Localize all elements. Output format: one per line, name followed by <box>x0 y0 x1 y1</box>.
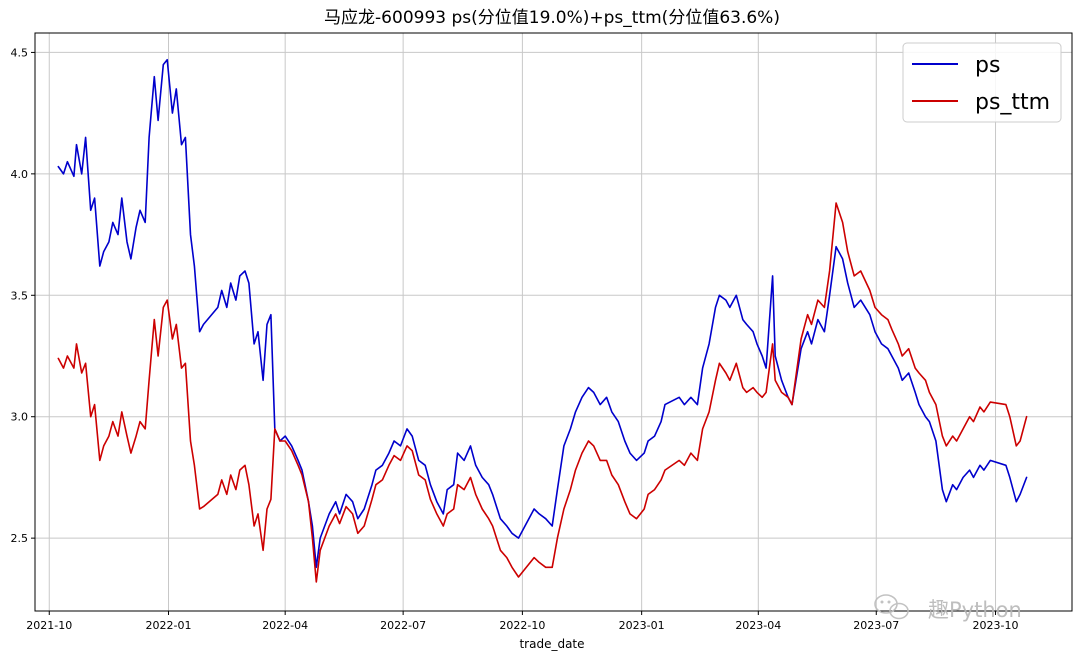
y-tick-label: 3.5 <box>11 289 29 302</box>
watermark: 趣Python <box>874 594 1022 622</box>
x-tick-label: 2021-10 <box>26 619 72 632</box>
legend-label-ps-ttm: ps_ttm <box>975 90 1050 115</box>
x-tick-label: 2023-01 <box>619 619 665 632</box>
x-tick-label: 2022-04 <box>262 619 308 632</box>
x-tick-labels: 2021-10 2022-01 2022-04 2022-07 2022-10 2023-… <box>26 619 1018 632</box>
plot-frame <box>34 32 1073 612</box>
x-tick-label: 2022-01 <box>146 619 192 632</box>
y-tick-label: 2.5 <box>11 532 29 545</box>
chart-title: 马应龙-600993 ps(分位值19.0%)+ps_ttm(分位值63.6%) <box>324 8 780 28</box>
x-tick-label: 2023-10 <box>973 619 1019 632</box>
legend-label-ps: ps <box>975 53 1000 78</box>
series-line-ps-ttm <box>57 202 1028 583</box>
legend: ps ps_ttm <box>902 42 1062 123</box>
watermark-text: 趣Python <box>928 598 1022 622</box>
axis-ticks <box>31 51 997 615</box>
x-tick-label: 2023-07 <box>853 619 899 632</box>
x-tick-label: 2022-10 <box>499 619 545 632</box>
grid <box>35 33 1072 611</box>
y-tick-label: 4.5 <box>11 46 29 59</box>
x-tick-label: 2022-07 <box>380 619 426 632</box>
y-tick-label: 3.0 <box>11 411 29 424</box>
y-tick-labels: 2.5 3.0 3.5 4.0 4.5 <box>11 46 29 545</box>
y-tick-label: 4.0 <box>11 168 29 181</box>
series-lines <box>57 58 1028 583</box>
x-tick-label: 2023-04 <box>735 619 781 632</box>
legend-box <box>902 42 1062 123</box>
series-line-ps <box>57 58 1028 569</box>
wechat-icon <box>874 594 909 620</box>
x-axis-label: trade_date <box>519 637 584 651</box>
